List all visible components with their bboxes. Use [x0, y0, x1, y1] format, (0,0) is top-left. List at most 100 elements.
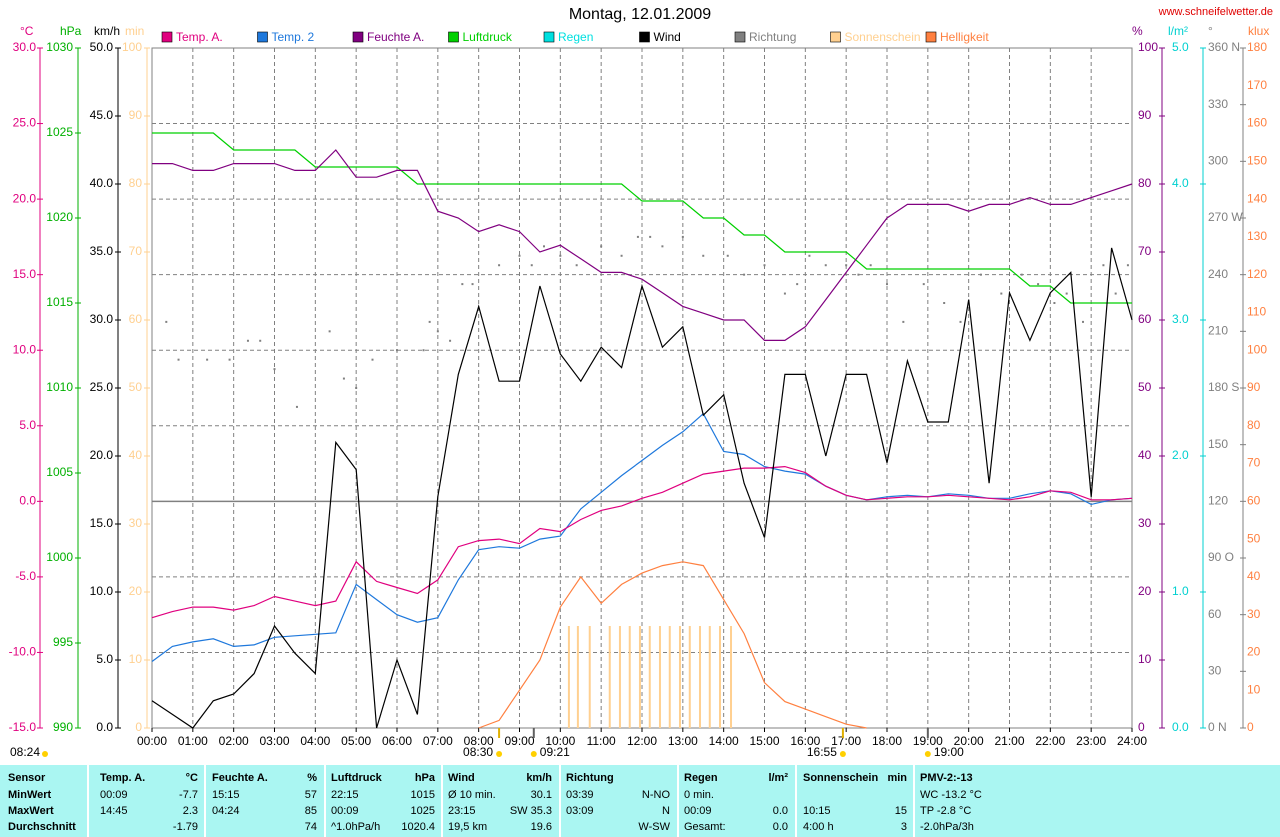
- y-tick-label: 60: [1247, 494, 1261, 508]
- legend-label: Luftdruck: [463, 30, 513, 44]
- y-tick-label: 20: [1247, 645, 1261, 659]
- y-tick-label: 210: [1208, 324, 1228, 338]
- table-cell: 19,5 km: [448, 821, 487, 833]
- y-tick-label: 50.0: [90, 40, 114, 54]
- y-tick-label: 40: [1247, 569, 1261, 583]
- y-tick-label: 60: [129, 312, 143, 326]
- direction-dot: [422, 349, 425, 352]
- direction-dot: [763, 264, 766, 267]
- series-line: [151, 247, 1133, 729]
- direction-dot: [471, 283, 474, 286]
- y-tick-label: 0.0: [96, 720, 113, 734]
- x-tick-label: 15:00: [749, 734, 779, 748]
- direction-dot: [246, 339, 249, 342]
- table-cell: Durchschnitt: [8, 821, 76, 833]
- direction-dot: [328, 330, 331, 333]
- direction-dot: [783, 292, 786, 295]
- legend-swatch: [257, 31, 268, 43]
- x-tick-label: 04:00: [300, 734, 330, 748]
- axis-unit: km/h: [94, 24, 120, 38]
- y-tick-label: 40: [1138, 448, 1152, 462]
- x-tick-label: 12:00: [627, 734, 657, 748]
- table-cell: 00:09: [684, 805, 712, 817]
- y-tick-label: 20: [129, 584, 143, 598]
- table-cell: Ø 10 min.: [448, 789, 496, 801]
- table-cell: WC -13.2 °C: [920, 789, 982, 801]
- y-tick-label: 10: [1247, 682, 1261, 696]
- y-tick-label: 240: [1208, 267, 1228, 281]
- table-cell: Temp. A.: [100, 772, 145, 784]
- y-tick-label: 70: [1138, 244, 1152, 258]
- direction-dot: [1102, 264, 1105, 267]
- table-cell: SW 35.3: [510, 805, 552, 817]
- x-tick-label: 13:00: [668, 734, 698, 748]
- table-cell: Feuchte A.: [212, 772, 268, 784]
- direction-dot: [355, 387, 358, 389]
- y-tick-label: 30: [1208, 664, 1222, 678]
- y-tick-label: 0.0: [19, 494, 36, 508]
- direction-dot: [342, 377, 345, 380]
- table-cell: -7.7: [179, 789, 198, 801]
- x-tick-label: 11:00: [587, 734, 616, 748]
- table-cell: 00:09: [331, 805, 359, 817]
- legend-label: Temp. 2: [272, 30, 315, 44]
- table-cell: TP -2.8 °C: [920, 805, 971, 817]
- x-tick-label: 10:00: [545, 734, 575, 748]
- direction-dot: [396, 349, 398, 352]
- direction-dot: [530, 264, 533, 267]
- y-tick-label: 1010: [46, 380, 73, 394]
- table-background: [0, 765, 1280, 837]
- axis-unit: l/m²: [1168, 24, 1188, 38]
- table-cell: 03:39: [566, 789, 594, 801]
- table-cell: 1020.4: [401, 821, 435, 833]
- legend-swatch: [734, 31, 746, 43]
- y-tick-label: 50: [1247, 531, 1261, 545]
- table-cell: 4:00 h: [803, 821, 834, 833]
- y-tick-label: 70: [129, 244, 143, 258]
- y-tick-label: 50: [129, 380, 143, 394]
- y-tick-label: 30: [1247, 607, 1261, 621]
- y-tick-label: 270 W: [1208, 210, 1243, 224]
- y-tick-label: 90: [129, 108, 143, 122]
- table-cell: 23:15: [448, 805, 476, 817]
- y-tick-label: 25.0: [13, 116, 37, 130]
- table-cell: 1015: [411, 789, 435, 801]
- x-tick-label: 20:00: [954, 734, 984, 748]
- annotation: 16:55: [807, 745, 837, 759]
- y-tick-label: 995: [53, 635, 73, 649]
- table-cell: hPa: [415, 772, 436, 784]
- table-cell: Gesamt:: [684, 821, 726, 833]
- direction-dot: [1065, 292, 1068, 295]
- direction-dot: [228, 358, 231, 361]
- annotation-icon: [530, 751, 537, 757]
- y-tick-label: 140: [1247, 191, 1267, 205]
- y-tick-label: 990: [53, 720, 73, 734]
- direction-dot: [259, 339, 262, 342]
- legend-swatch: [161, 31, 173, 43]
- y-tick-label: 30: [129, 516, 143, 530]
- direction-dot: [922, 283, 925, 286]
- x-tick-label: 05:00: [341, 734, 371, 748]
- table-cell: 1025: [411, 805, 435, 817]
- y-tick-label: 0: [1247, 720, 1254, 734]
- annotation-icon: [839, 751, 846, 757]
- y-tick-label: 10.0: [90, 584, 114, 598]
- table-cell: min: [887, 772, 907, 784]
- table-cell: 15:15: [212, 789, 240, 801]
- y-tick-label: 0: [1138, 720, 1145, 734]
- direction-dot: [498, 264, 501, 267]
- table-cell: -1.79: [173, 821, 198, 833]
- y-tick-label: 4.0: [1172, 176, 1189, 190]
- y-tick-label: 50: [1138, 380, 1152, 394]
- direction-dot: [428, 320, 431, 323]
- y-tick-label: 160: [1247, 116, 1267, 130]
- y-tick-label: -10.0: [9, 645, 37, 659]
- table-cell: 85: [305, 805, 317, 817]
- direction-dot: [449, 339, 452, 342]
- x-tick-label: 08:00: [464, 734, 494, 748]
- legend-label: Temp. A.: [176, 30, 223, 44]
- y-tick-label: 180: [1247, 40, 1267, 54]
- y-tick-label: 10: [1138, 652, 1152, 666]
- direction-dot: [543, 245, 545, 248]
